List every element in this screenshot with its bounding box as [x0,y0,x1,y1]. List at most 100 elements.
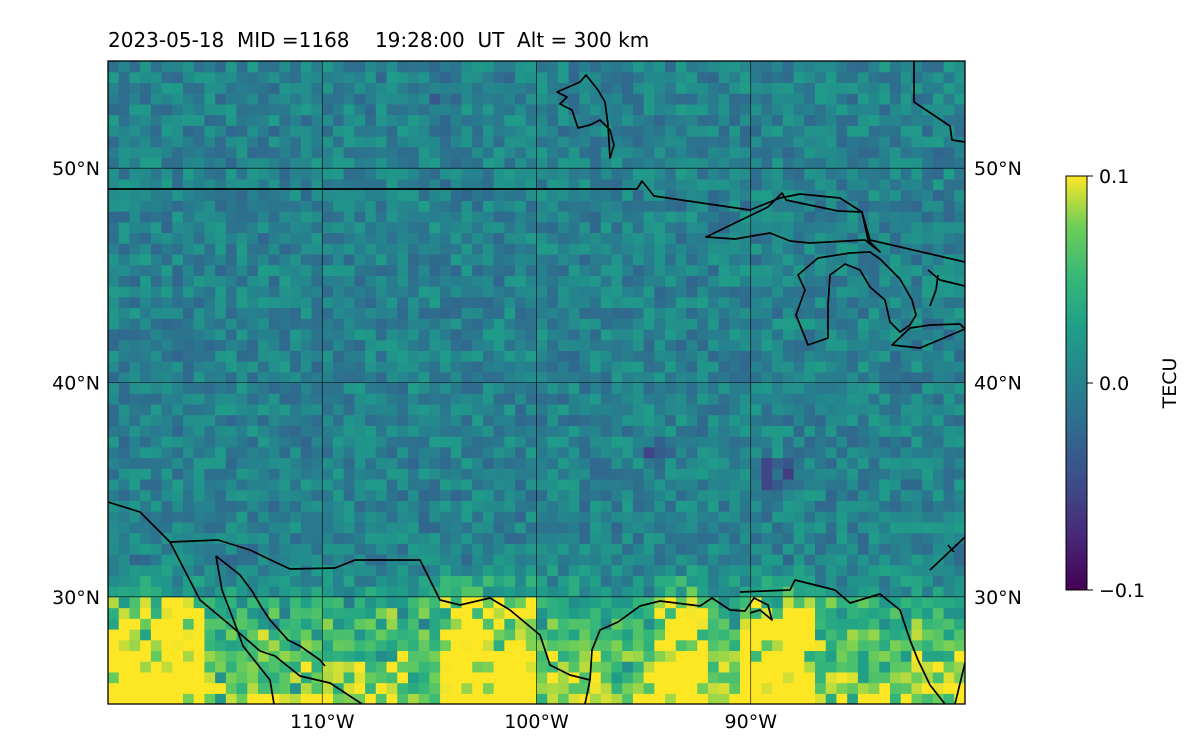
heatmap-cell [193,82,206,94]
heatmap-cell [632,586,645,598]
heatmap-cell [782,596,795,609]
heatmap-cell [697,286,709,298]
heatmap-cell [750,618,763,630]
heatmap-cell [557,61,570,73]
heatmap-cell [665,489,677,501]
heatmap-cell [450,146,463,159]
heatmap-cell [118,371,131,384]
heatmap-cell [890,61,902,73]
heatmap-cell [418,500,430,512]
heatmap-cell [172,178,184,191]
heatmap-cell [182,457,195,469]
heatmap-cell [579,232,591,244]
heatmap-cell [311,618,323,630]
heatmap-cell [707,586,720,598]
heatmap-cell [365,82,377,94]
heatmap-cell [557,103,570,116]
heatmap-cell [365,93,377,105]
heatmap-cell [879,339,891,351]
heatmap-cell [279,361,291,373]
heatmap-cell [311,221,323,234]
heatmap-cell [172,339,184,351]
heatmap-cell [247,575,259,587]
heatmap-cell [322,125,334,137]
heatmap-cell [504,275,516,287]
heatmap-cell [311,521,323,534]
heatmap-cell [482,178,495,191]
heatmap-cell [590,286,602,298]
heatmap-cell [365,125,377,137]
heatmap-cell [482,243,495,255]
heatmap-cell [386,382,398,394]
heatmap-cell [172,436,184,448]
heatmap-cell [804,232,816,244]
heatmap-cell [900,189,913,201]
heatmap-cell [697,532,709,544]
heatmap-cell [836,596,848,609]
heatmap-cell [418,264,430,276]
heatmap-cell [579,511,591,523]
heatmap-cell [643,136,655,148]
heatmap-cell [343,307,355,319]
heatmap-cell [450,682,463,694]
heatmap-cell [772,350,784,362]
heatmap-cell [868,82,880,94]
heatmap-cell [365,361,377,373]
heatmap-cell [825,607,838,619]
heatmap-cell [697,253,709,266]
heatmap-cell [215,168,227,180]
heatmap-cell [225,264,238,276]
heatmap-cell [236,661,248,673]
heatmap-cell [761,511,773,523]
heatmap-cell [461,586,473,598]
heatmap-cell [847,586,859,598]
heatmap-cell [150,671,163,684]
heatmap-cell [761,457,773,469]
heatmap-cell [697,361,709,373]
heatmap-cell [622,200,634,212]
heatmap-cell [804,511,816,523]
ytick-label-right: 30°N [974,587,1022,609]
heatmap-cell [182,307,195,319]
heatmap-cell [386,425,398,437]
heatmap-cell [590,650,602,662]
heatmap-cell [932,425,945,437]
heatmap-cell [718,178,730,191]
heatmap-cell [332,93,345,105]
heatmap-cell [515,125,527,137]
heatmap-cell [707,307,720,319]
heatmap-cell [493,628,505,641]
heatmap-cell [290,93,302,105]
heatmap-cell [236,446,248,459]
heatmap-cell [129,328,141,341]
heatmap-cell [536,468,548,480]
heatmap-cell [279,189,291,201]
heatmap-cell [354,103,366,116]
heatmap-cell [729,189,741,201]
heatmap-cell [654,243,666,255]
heatmap-cell [300,639,313,652]
heatmap-cell [804,93,816,105]
heatmap-cell [108,403,120,416]
heatmap-cell [118,618,131,630]
heatmap-cell [300,125,313,137]
heatmap-cell [536,532,548,544]
heatmap-cell [429,286,441,298]
heatmap-cell [247,511,259,523]
heatmap-cell [922,350,934,362]
heatmap-cell [654,478,666,491]
heatmap-cell [332,350,345,362]
heatmap-cell [204,607,216,619]
heatmap-cell [257,489,270,501]
heatmap-cell [890,82,902,94]
heatmap-cell [482,661,495,673]
heatmap-cell [847,371,859,384]
heatmap-cell [257,446,270,459]
heatmap-cell [793,243,805,255]
heatmap-cell [118,650,131,662]
heatmap-cell [118,189,131,201]
heatmap-cell [332,82,345,94]
heatmap-cell [204,296,216,309]
heatmap-cell [954,414,965,426]
heatmap-cell [825,253,838,266]
